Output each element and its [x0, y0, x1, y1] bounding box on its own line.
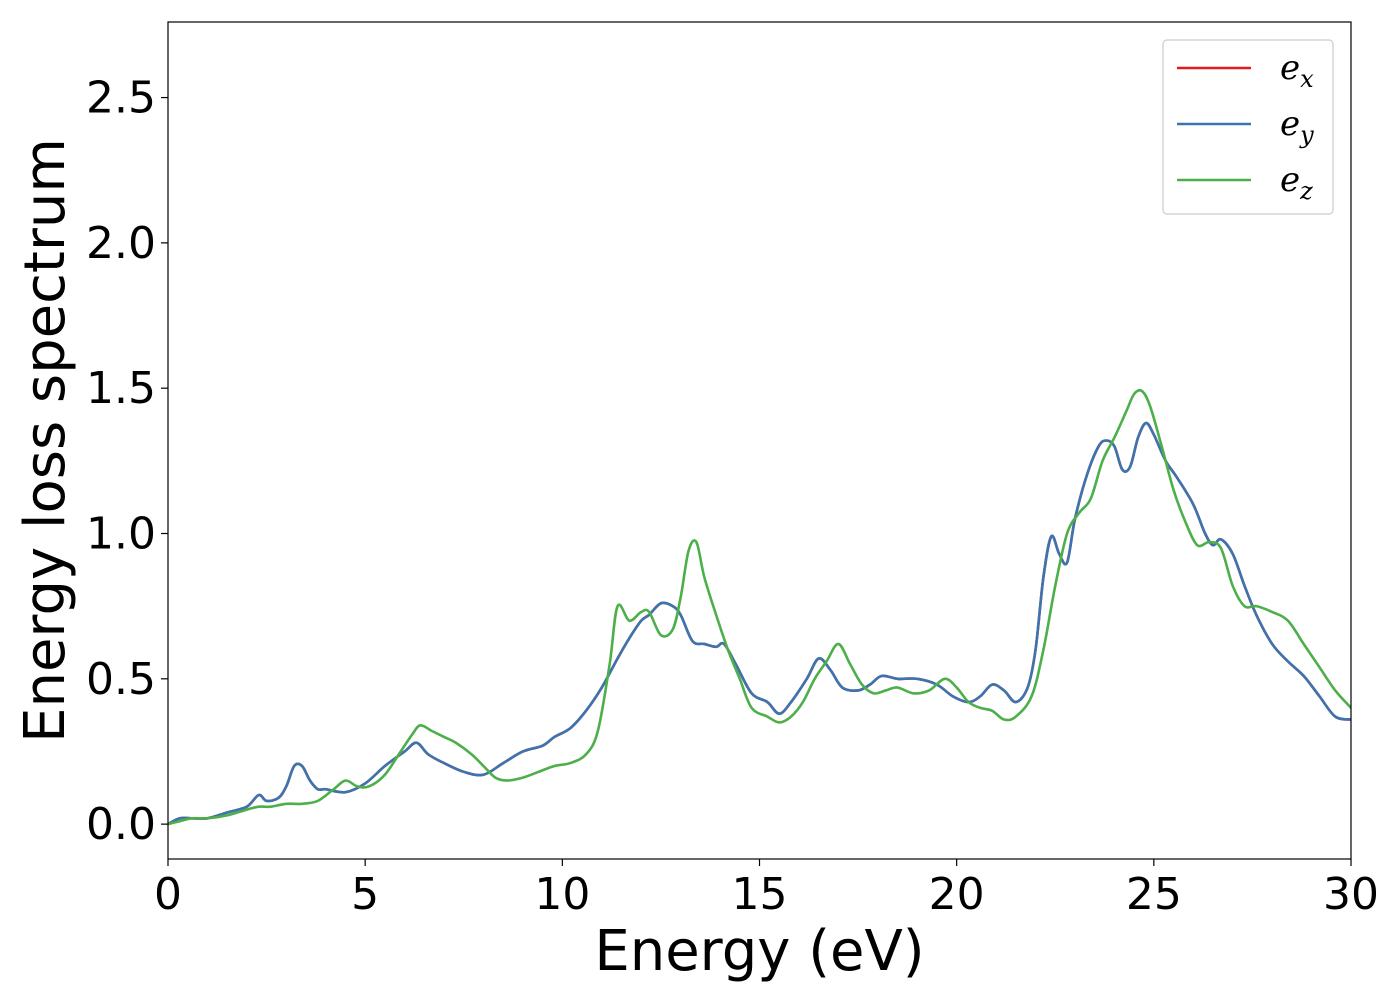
legend-label-e-x: ex — [1280, 48, 1314, 93]
y-tick-label: 1.5 — [86, 363, 156, 414]
x-tick-label: 15 — [732, 869, 788, 920]
legend-box — [1162, 39, 1334, 215]
x-axis-title: Energy (eV) — [594, 919, 924, 984]
x-tick-label: 30 — [1323, 869, 1379, 920]
legend: ex ey ez — [1162, 39, 1334, 215]
x-tick-label: 20 — [929, 869, 985, 920]
series-line-e-y — [168, 421, 1351, 826]
x-tick-label: 25 — [1126, 869, 1182, 920]
x-tick-label: 0 — [154, 869, 182, 920]
y-tick-label: 2.5 — [86, 73, 156, 124]
y-tick-label: 1.0 — [86, 509, 156, 560]
series-line-e-z — [168, 388, 1351, 826]
y-axis: 0.0 0.5 1.0 1.5 2.0 2.5 — [86, 73, 168, 850]
y-tick-label: 2.0 — [86, 218, 156, 269]
y-axis-title: Energy loss spectrum — [13, 138, 78, 743]
x-tick-label: 5 — [351, 869, 379, 920]
x-axis: 0 5 10 15 20 25 30 — [154, 859, 1379, 920]
y-tick-label: 0.0 — [86, 799, 156, 850]
series-layer — [168, 388, 1351, 826]
legend-label-e-y: ey — [1280, 104, 1314, 149]
legend-label-e-z: ez — [1280, 160, 1313, 205]
y-tick-label: 0.5 — [86, 654, 156, 705]
x-tick-label: 10 — [534, 869, 590, 920]
